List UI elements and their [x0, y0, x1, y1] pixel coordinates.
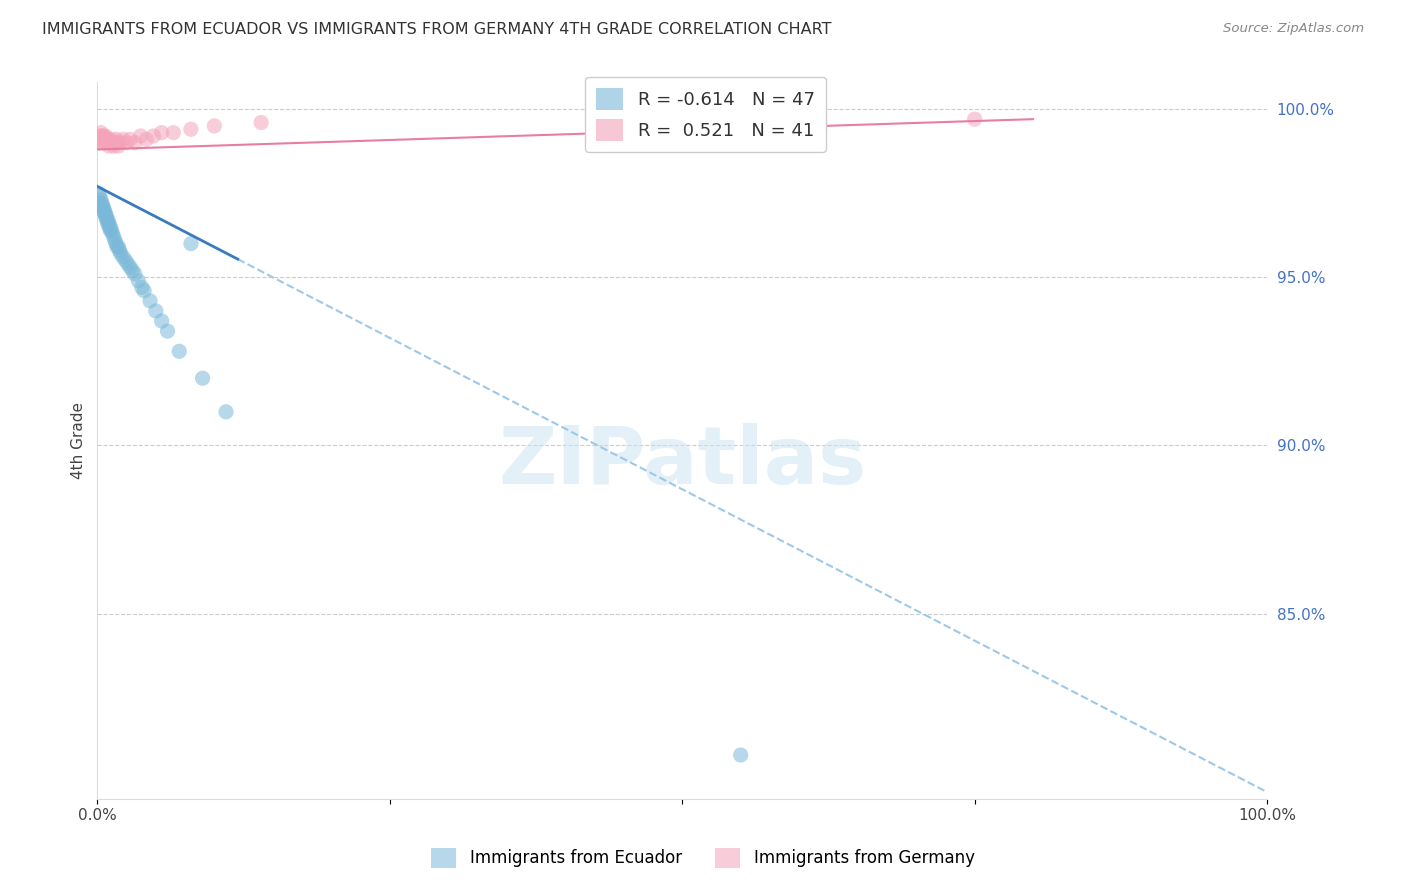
Point	[105, 240, 128, 254]
Point	[91, 128, 114, 143]
Point	[93, 136, 115, 150]
Point	[135, 132, 157, 146]
Point	[105, 136, 128, 150]
Point	[90, 193, 112, 207]
Point	[112, 250, 135, 264]
Point	[121, 263, 143, 277]
Point	[98, 136, 121, 150]
Point	[180, 122, 202, 136]
Point	[101, 136, 124, 150]
Point	[94, 128, 117, 143]
Point	[91, 200, 114, 214]
Point	[91, 202, 114, 217]
Point	[98, 139, 121, 153]
Point	[103, 230, 125, 244]
Point	[120, 260, 142, 275]
Point	[91, 136, 114, 150]
Point	[94, 210, 117, 224]
Point	[90, 132, 112, 146]
Point	[96, 210, 118, 224]
Text: ZIPatlas: ZIPatlas	[498, 423, 866, 501]
Point	[101, 227, 124, 241]
Point	[110, 246, 132, 260]
Point	[97, 213, 120, 227]
Point	[90, 126, 112, 140]
Point	[129, 128, 152, 143]
Point	[94, 206, 117, 220]
Point	[104, 136, 127, 150]
Point	[98, 219, 121, 234]
Point	[112, 132, 135, 146]
Point	[98, 223, 121, 237]
Point	[131, 280, 153, 294]
Point	[90, 196, 112, 211]
Legend: Immigrants from Ecuador, Immigrants from Germany: Immigrants from Ecuador, Immigrants from…	[425, 841, 981, 875]
Point	[89, 136, 111, 150]
Point	[98, 217, 121, 231]
Point	[94, 132, 117, 146]
Point	[93, 132, 115, 146]
Point	[124, 136, 146, 150]
Point	[97, 136, 120, 150]
Point	[250, 115, 273, 129]
Point	[110, 136, 132, 150]
Point	[100, 223, 122, 237]
Point	[963, 112, 986, 127]
Point	[191, 371, 214, 385]
Point	[134, 284, 156, 298]
Point	[142, 128, 165, 143]
Point	[105, 132, 128, 146]
Point	[167, 344, 190, 359]
Point	[108, 244, 131, 258]
Y-axis label: 4th Grade: 4th Grade	[72, 402, 86, 479]
Text: IMMIGRANTS FROM ECUADOR VS IMMIGRANTS FROM GERMANY 4TH GRADE CORRELATION CHART: IMMIGRANTS FROM ECUADOR VS IMMIGRANTS FR…	[42, 22, 832, 37]
Point	[96, 213, 118, 227]
Point	[97, 132, 120, 146]
Point	[91, 132, 114, 146]
Point	[202, 119, 225, 133]
Point	[89, 189, 111, 203]
Point	[150, 314, 173, 328]
Point	[156, 324, 179, 338]
Point	[98, 219, 121, 234]
Point	[124, 267, 146, 281]
Point	[97, 217, 120, 231]
Point	[103, 139, 125, 153]
Point	[89, 128, 111, 143]
Point	[117, 257, 139, 271]
Point	[104, 233, 127, 247]
Point	[96, 132, 118, 146]
Point	[87, 132, 110, 146]
Point	[87, 186, 110, 201]
Point	[127, 274, 149, 288]
Point	[145, 304, 167, 318]
Point	[115, 136, 138, 150]
Point	[98, 136, 121, 150]
Point	[215, 405, 238, 419]
Point	[120, 132, 142, 146]
Point	[114, 253, 136, 268]
Text: Source: ZipAtlas.com: Source: ZipAtlas.com	[1223, 22, 1364, 36]
Point	[180, 236, 202, 251]
Point	[139, 293, 162, 308]
Point	[100, 132, 122, 146]
Point	[107, 139, 129, 153]
Point	[91, 196, 114, 211]
Point	[105, 236, 128, 251]
Point	[730, 747, 752, 762]
Point	[150, 126, 173, 140]
Point	[93, 206, 115, 220]
Point	[162, 126, 184, 140]
Point	[91, 128, 114, 143]
Legend: R = -0.614   N = 47, R =  0.521   N = 41: R = -0.614 N = 47, R = 0.521 N = 41	[585, 77, 825, 152]
Point	[96, 136, 118, 150]
Point	[107, 240, 129, 254]
Point	[91, 200, 114, 214]
Point	[93, 202, 115, 217]
